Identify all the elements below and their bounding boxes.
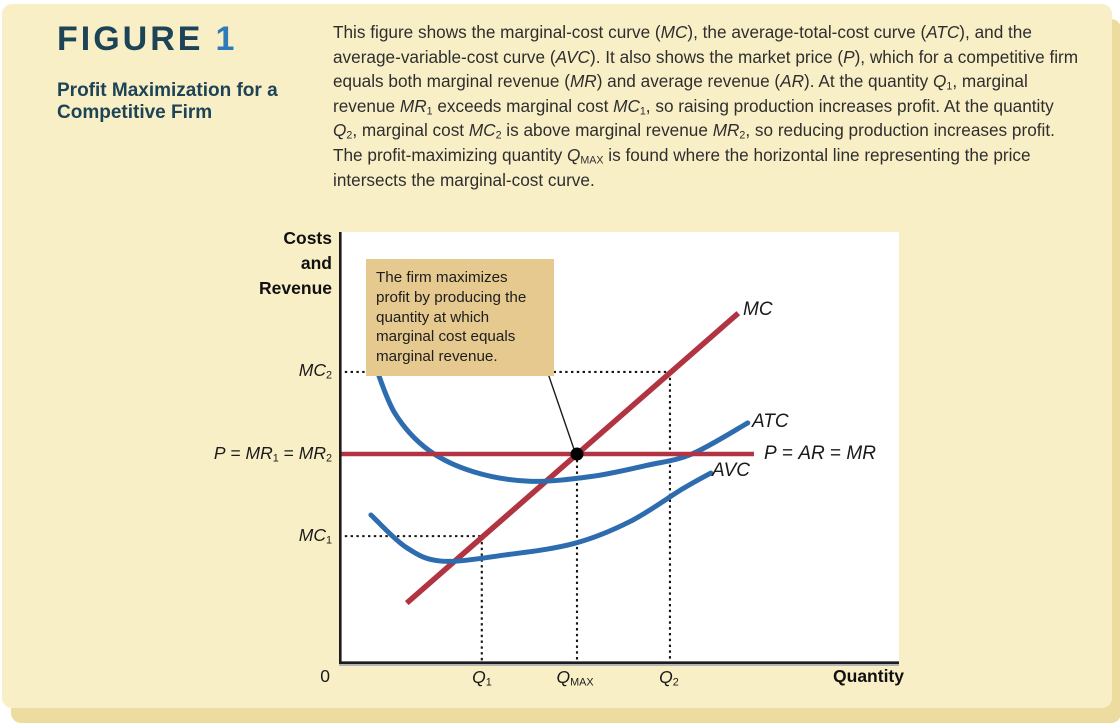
qmax-axis-label: QMAX	[556, 667, 594, 689]
avc-curve-label: AVC	[712, 460, 751, 481]
figure-label: FIGURE 1	[57, 20, 237, 59]
figure-caption: This figure shows the marginal-cost curv…	[333, 22, 1079, 190]
y-axis-title-line: and	[300, 253, 332, 273]
price-line-label: P = AR = MR	[764, 443, 876, 464]
avc-curve	[368, 470, 714, 564]
origin-label: 0	[320, 666, 330, 686]
mc1-axis-label: MC1	[298, 525, 332, 547]
profit-max-point	[570, 447, 584, 461]
mc2-axis-label: MC2	[298, 360, 332, 382]
plot-svg	[339, 232, 899, 664]
atc-curve-label: ATC	[752, 411, 789, 432]
figure-title: Profit Maximization for a Competitive Fi…	[57, 80, 278, 123]
mc-curve-label: MC	[743, 299, 773, 320]
price-axis-label: P = MR1 = MR2	[213, 443, 332, 465]
y-axis-title-line: Revenue	[259, 278, 332, 298]
y-axis-title-line: Costs	[283, 228, 332, 248]
figure-label-text: FIGURE	[57, 20, 204, 58]
q2-axis-label: Q2	[659, 667, 679, 689]
y-axis-title: Costs and Revenue	[197, 226, 332, 301]
atc-curve	[371, 360, 751, 484]
annotation-box: The firm maximizes profit by producing t…	[366, 259, 554, 376]
x-axis-title: Quantity	[833, 666, 904, 686]
q1-axis-label: Q1	[472, 667, 492, 689]
figure-number: 1	[215, 20, 238, 58]
figure-panel: FIGURE 1 Profit Maximization for a Compet…	[2, 4, 1112, 708]
